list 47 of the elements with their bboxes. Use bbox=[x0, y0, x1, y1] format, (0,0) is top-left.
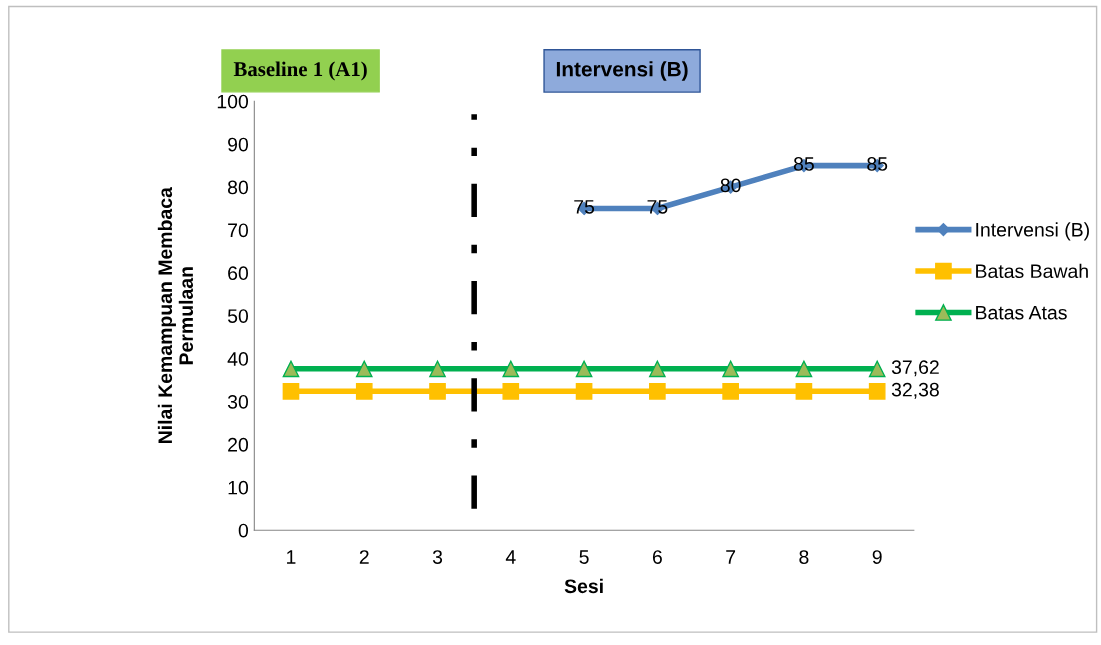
y-tick-label: 20 bbox=[228, 437, 249, 452]
legend-label: Batas Atas bbox=[976, 305, 1067, 320]
y-axis-title: Nilai Kemampuan Membaca Permulaan bbox=[157, 187, 194, 444]
point bbox=[795, 360, 813, 378]
x-axis-title: Sesi bbox=[564, 578, 603, 594]
x-tick-label: 7 bbox=[726, 550, 736, 564]
point bbox=[649, 360, 666, 378]
point bbox=[722, 382, 739, 400]
text: Baseline 1 (A1) bbox=[233, 61, 367, 81]
y-tick-label: 30 bbox=[227, 394, 249, 409]
x-tick-label: 4 bbox=[505, 550, 516, 564]
point bbox=[502, 382, 520, 400]
point bbox=[575, 360, 593, 378]
data-label: 32,38 bbox=[891, 382, 939, 399]
y-tick-label: 70 bbox=[228, 223, 249, 238]
point bbox=[722, 360, 739, 378]
x-tick-label: 6 bbox=[652, 550, 662, 564]
legend-label: Intervensi (B) bbox=[976, 222, 1089, 241]
point bbox=[282, 360, 300, 378]
point bbox=[355, 360, 373, 378]
point bbox=[502, 360, 520, 378]
y-tick-label: 40 bbox=[227, 352, 249, 366]
point bbox=[868, 360, 886, 378]
x-tick-label: 3 bbox=[432, 550, 443, 564]
point bbox=[429, 382, 446, 400]
text: Intervensi (B) bbox=[556, 61, 688, 81]
legend-label: Batas Bawah bbox=[976, 263, 1088, 279]
y-tick-label: 90 bbox=[228, 137, 249, 152]
point bbox=[355, 382, 373, 400]
y-tick-label: 60 bbox=[228, 266, 249, 281]
y-tick-label: 0 bbox=[238, 523, 249, 538]
x-tick-label: 8 bbox=[799, 550, 809, 564]
point bbox=[649, 382, 666, 400]
y-tick-label: 10 bbox=[228, 480, 249, 495]
x-tick-label: 9 bbox=[872, 550, 882, 564]
x-tick-label: 1 bbox=[287, 550, 296, 564]
y-tick-label: 100 bbox=[217, 94, 249, 109]
point bbox=[868, 382, 886, 400]
point bbox=[282, 382, 300, 400]
x-tick-label: 5 bbox=[579, 550, 589, 564]
y-tick-label: 50 bbox=[227, 309, 249, 323]
x-tick-label: 2 bbox=[359, 550, 369, 564]
data-label: 37,62 bbox=[891, 360, 939, 377]
y-tick-label: 80 bbox=[227, 180, 249, 195]
point bbox=[575, 382, 593, 400]
point bbox=[429, 360, 446, 378]
point bbox=[795, 382, 813, 400]
